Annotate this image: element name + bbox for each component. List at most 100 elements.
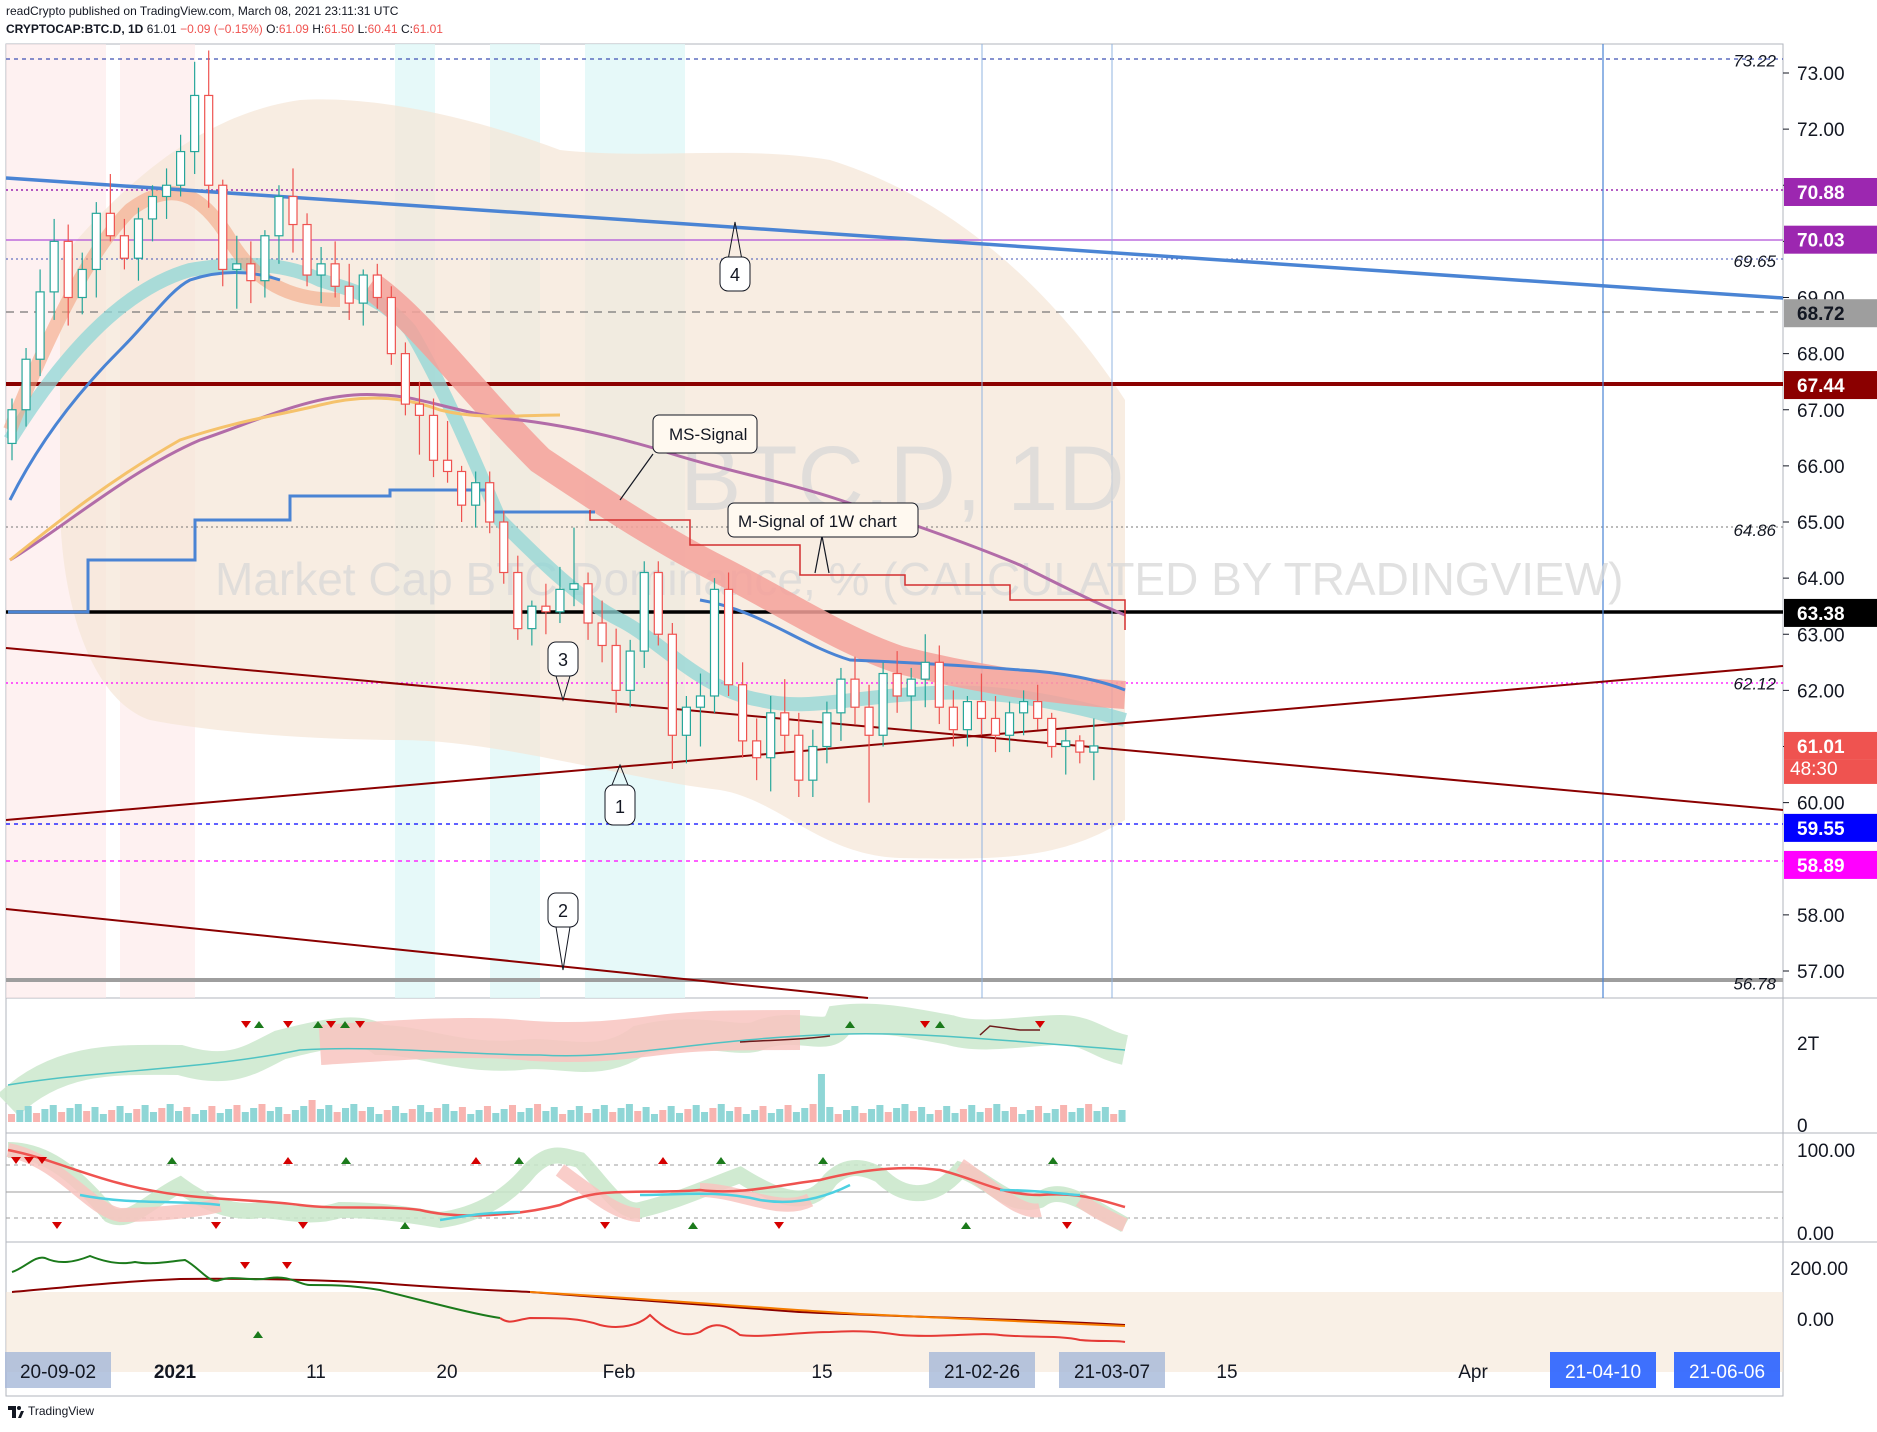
- time-axis[interactable]: 20-09-02 2021 11 20 Feb 15 21-02-26 21-03-07 15 A…: [5, 1352, 1780, 1388]
- volume-bar: [525, 1108, 533, 1122]
- candle-body: [780, 712, 790, 736]
- time-tick-label: Feb: [603, 1362, 636, 1383]
- countdown-box: [1784, 759, 1877, 784]
- volume-bars: [8, 1074, 1126, 1122]
- volume-bar: [33, 1113, 41, 1122]
- volume-bar: [517, 1112, 525, 1122]
- osc1-scale-top: 100.00: [1797, 1141, 1855, 1162]
- volume-bar: [225, 1109, 233, 1122]
- candle-body: [77, 268, 87, 299]
- price-tick-label: 60.00: [1797, 794, 1845, 815]
- candle-body: [119, 235, 130, 259]
- volume-bar: [642, 1107, 650, 1122]
- candle-body: [232, 263, 242, 271]
- volume-bar: [483, 1106, 491, 1122]
- volume-bar: [918, 1107, 926, 1122]
- volume-bar: [133, 1109, 141, 1122]
- price-labels: 73.22 70.88 70.03 69.65 68.72 67.44 64.86 63.38…: [1733, 52, 1877, 993]
- volume-bar: [550, 1107, 558, 1122]
- candle-body: [625, 650, 635, 691]
- volume-bar: [124, 1113, 132, 1122]
- price-label-box: [1784, 813, 1877, 842]
- annotation-m-signal-1w: M-Signal of 1W chart: [727, 502, 919, 574]
- open-label: O:: [266, 22, 279, 36]
- price-tick-label: 57.00: [1797, 962, 1845, 983]
- volume-bar: [325, 1105, 333, 1122]
- price-label-text: 63.38: [1797, 604, 1845, 625]
- price-label-box: [1784, 731, 1877, 760]
- footer-brand: TradingView: [28, 1404, 95, 1418]
- volume-bar: [74, 1104, 82, 1122]
- watermark-description: Market Cap BTC Dominance, % (CALCULATED …: [215, 553, 1623, 605]
- time-tick-label: 20: [436, 1362, 457, 1383]
- candle-body: [850, 678, 860, 708]
- candle-body: [1033, 700, 1043, 720]
- volume-bar: [809, 1104, 817, 1122]
- volume-bar: [1051, 1109, 1059, 1122]
- volume-bar: [333, 1112, 341, 1122]
- price-label-text: 67.44: [1797, 376, 1845, 397]
- close-value: 61.01: [412, 22, 443, 36]
- candle-body: [1018, 700, 1029, 714]
- volume-bar: [650, 1114, 658, 1122]
- candle-body: [302, 223, 312, 276]
- volume-bar: [475, 1110, 483, 1122]
- price-label-box: [1784, 299, 1877, 328]
- volume-bar: [383, 1110, 391, 1122]
- candle-body: [513, 571, 523, 630]
- time-label-box: [1059, 1352, 1165, 1388]
- candle-body: [91, 212, 101, 271]
- volume-bar: [208, 1106, 216, 1122]
- svg-text:M-Signal of 1W chart: M-Signal of 1W chart: [738, 512, 897, 531]
- candle-body: [822, 712, 832, 748]
- candle-body: [527, 605, 537, 630]
- volume-bar: [717, 1104, 725, 1122]
- volume-bar: [534, 1104, 542, 1122]
- candle-body: [583, 583, 593, 624]
- volume-bar: [467, 1114, 475, 1122]
- volume-bar: [16, 1110, 24, 1122]
- candle-body: [358, 274, 368, 304]
- candle-body: [316, 263, 326, 276]
- candle-body: [1047, 717, 1057, 748]
- volume-bar: [567, 1110, 575, 1122]
- volume-bar: [49, 1105, 57, 1122]
- reference-lines: [6, 44, 1783, 998]
- volume-bar: [149, 1112, 157, 1122]
- volume-bar: [66, 1108, 74, 1122]
- volume-bar: [275, 1107, 283, 1122]
- tradingview-footer[interactable]: TradingView: [8, 1404, 94, 1418]
- candle-body: [990, 717, 1001, 736]
- candle-body: [485, 482, 495, 523]
- symbol-name[interactable]: CRYPTOCAP:BTC.D, 1D: [6, 22, 144, 36]
- volume-bar: [141, 1105, 149, 1122]
- volume-bar: [1010, 1107, 1017, 1122]
- volume-bar: [41, 1109, 49, 1122]
- price-tick-label: 72.00: [1797, 120, 1845, 141]
- volume-bar: [909, 1111, 917, 1122]
- candle-body: [428, 414, 439, 461]
- candle-body: [681, 706, 692, 736]
- volume-bar: [442, 1104, 450, 1122]
- candle-body: [386, 296, 396, 355]
- volume-bar: [934, 1110, 942, 1122]
- osc1-scale-bottom: 0.00: [1797, 1224, 1834, 1245]
- volume-bar: [600, 1105, 608, 1122]
- time-label-box: [929, 1352, 1035, 1388]
- volume-bar: [993, 1104, 1001, 1122]
- high-value: 61.50: [324, 22, 355, 36]
- volume-bar: [759, 1106, 767, 1122]
- candle-body: [49, 240, 59, 293]
- time-tick-label: 21-03-07: [1074, 1362, 1150, 1383]
- candle-body: [218, 184, 228, 271]
- volume-bar: [817, 1074, 825, 1122]
- candle-body: [864, 706, 874, 736]
- time-tick-label: 2021: [154, 1362, 197, 1383]
- price-label-text: 70.88: [1797, 183, 1845, 204]
- candle-body: [133, 218, 144, 259]
- candle-body: [274, 195, 284, 237]
- volume-bar: [283, 1114, 291, 1122]
- volume-bar: [625, 1104, 633, 1122]
- volume-bar: [408, 1109, 416, 1122]
